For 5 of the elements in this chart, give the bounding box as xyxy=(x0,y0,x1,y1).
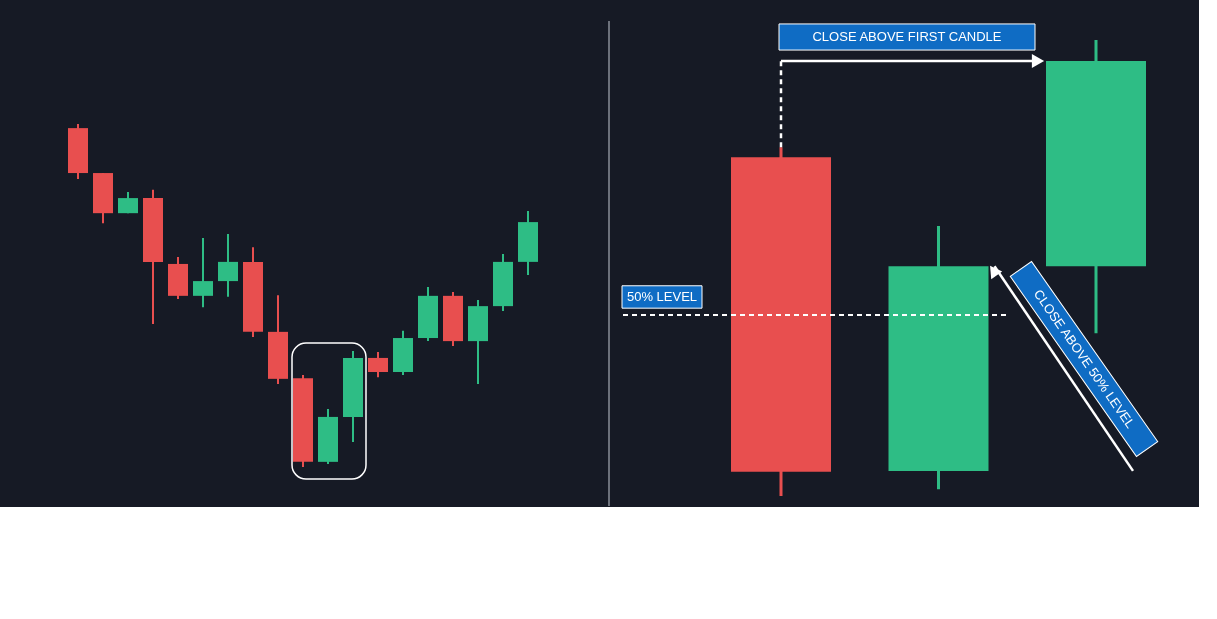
candlestick xyxy=(218,233,238,298)
ref-line-label: 50% LEVEL xyxy=(626,288,698,304)
annotation: CLOSE ABOVE FIRST CANDLE xyxy=(812,29,1002,44)
candlestick xyxy=(368,351,388,379)
candlestick xyxy=(193,236,213,309)
